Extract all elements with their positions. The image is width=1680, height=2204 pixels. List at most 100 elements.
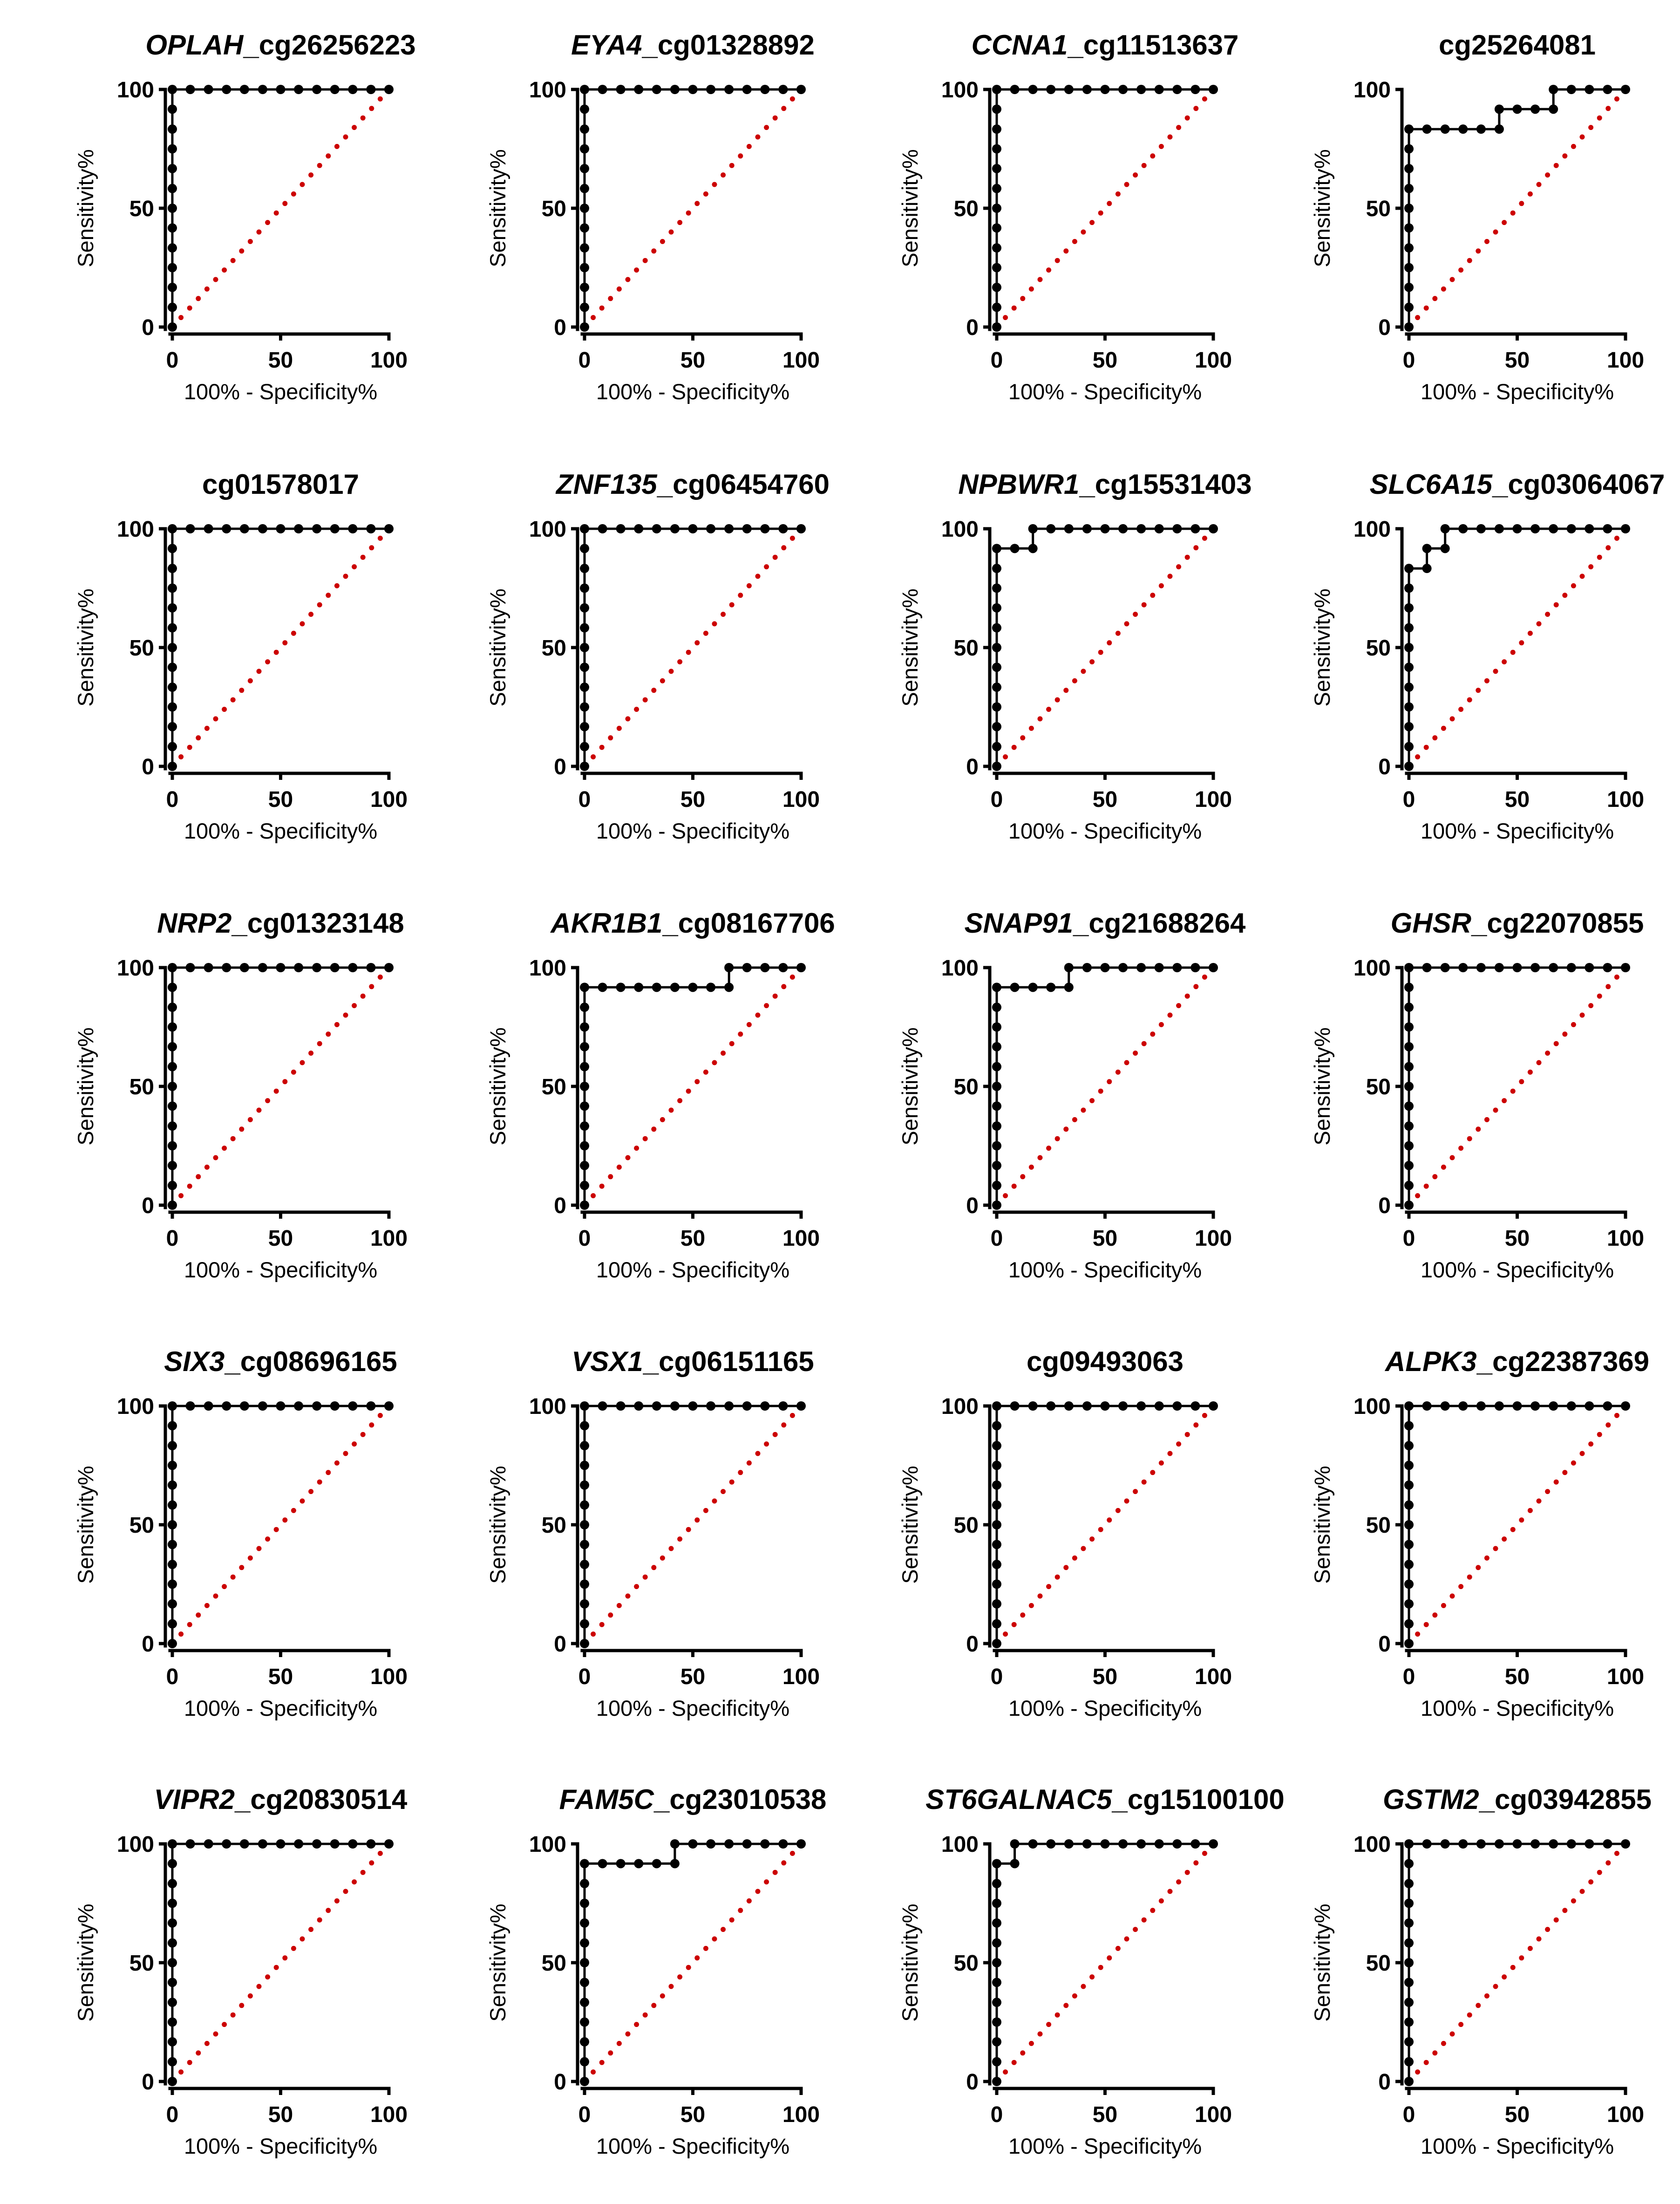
reference-dot	[729, 602, 735, 607]
roc-point	[168, 2037, 177, 2047]
roc-point	[1585, 1401, 1594, 1411]
x-axis-label: 100% - Specificity%	[1421, 819, 1614, 843]
roc-point	[168, 1978, 177, 1987]
roc-point	[168, 983, 177, 992]
roc-point	[992, 1022, 1001, 1032]
reference-dot	[1046, 2022, 1052, 2027]
roc-point	[580, 1918, 589, 1928]
reference-dot	[1141, 1479, 1147, 1485]
y-tick-label: 0	[554, 315, 566, 340]
roc-point	[634, 983, 644, 992]
reference-dot	[1597, 993, 1602, 999]
reference-dot	[1115, 1069, 1121, 1075]
reference-dot	[721, 612, 726, 617]
roc-point	[742, 1401, 752, 1411]
roc-point	[312, 1401, 322, 1411]
chart-title: FAM5C_cg23010538	[559, 1784, 827, 1815]
reference-dot	[1562, 1470, 1568, 1475]
roc-point	[652, 1859, 661, 1869]
chart-title: EYA4_cg01328892	[571, 29, 815, 61]
reference-dot	[642, 2012, 648, 2018]
roc-point	[168, 1180, 177, 1190]
roc-point	[1549, 85, 1558, 94]
reference-dot	[299, 1498, 305, 1504]
roc-point	[384, 524, 394, 533]
reference-dot	[1124, 182, 1129, 187]
reference-dot	[1054, 2012, 1060, 2018]
reference-dot	[1184, 554, 1190, 560]
roc-point	[168, 85, 177, 94]
roc-panel: cg25264081 0 50 100 0 50 100 100% - Specificity…	[1310, 29, 1644, 404]
roc-point	[1404, 722, 1414, 731]
reference-dot	[377, 1412, 383, 1418]
roc-point	[168, 1101, 177, 1111]
roc-point	[168, 1141, 177, 1151]
roc-point	[1404, 1540, 1414, 1549]
y-tick-label: 100	[941, 78, 979, 102]
x-tick-label: 50	[268, 1665, 293, 1689]
y-tick-label: 50	[1366, 1075, 1391, 1099]
roc-point	[204, 85, 213, 94]
roc-point	[992, 204, 1001, 213]
reference-dot	[1150, 1031, 1156, 1037]
reference-dot	[1081, 1107, 1086, 1113]
roc-point	[168, 322, 177, 332]
reference-dot	[1527, 630, 1533, 636]
reference-dot	[1562, 1031, 1568, 1037]
reference-dot	[1441, 1603, 1446, 1608]
x-tick-label: 50	[1505, 1226, 1530, 1251]
reference-dot	[660, 678, 665, 683]
roc-point	[796, 963, 806, 972]
reference-dot	[746, 143, 752, 149]
reference-dot	[291, 630, 296, 636]
roc-point	[580, 603, 589, 613]
roc-point	[706, 85, 716, 94]
roc-point	[168, 623, 177, 633]
reference-dot	[1107, 1517, 1112, 1523]
y-tick-label: 0	[966, 315, 979, 340]
roc-point	[580, 204, 589, 213]
roc-point	[1530, 524, 1540, 533]
reference-dot	[213, 716, 218, 722]
roc-curve-line	[171, 966, 389, 1205]
x-tick-label: 50	[680, 787, 705, 812]
roc-point	[580, 1560, 589, 1569]
roc-point	[168, 742, 177, 751]
roc-point	[992, 322, 1001, 332]
roc-point	[616, 1859, 626, 1869]
roc-point	[724, 983, 734, 992]
y-tick-label: 100	[1354, 517, 1391, 542]
roc-point	[1512, 104, 1522, 114]
roc-point	[1010, 544, 1020, 553]
reference-dot	[746, 583, 752, 588]
y-tick-label: 0	[142, 2070, 154, 2095]
roc-point	[1458, 1401, 1468, 1411]
roc-point	[1064, 963, 1074, 972]
reference-dot	[686, 649, 691, 655]
reference-dot	[1476, 248, 1481, 254]
reference-dot	[634, 1146, 639, 1151]
reference-dot	[1003, 754, 1008, 760]
roc-point	[580, 643, 589, 652]
reference-dot	[1176, 564, 1182, 570]
reference-dot	[1063, 688, 1069, 693]
reference-dot	[660, 239, 665, 244]
roc-point	[312, 963, 322, 972]
reference-dot	[694, 1955, 700, 1961]
roc-point	[168, 1998, 177, 2007]
roc-point	[992, 1579, 1001, 1589]
reference-dot	[1124, 1936, 1129, 1942]
reference-dot	[196, 1174, 201, 1180]
roc-point	[1404, 583, 1414, 593]
reference-dot	[1458, 1584, 1464, 1590]
reference-dot	[377, 96, 383, 102]
roc-point	[276, 1401, 286, 1411]
reference-dot	[1202, 535, 1207, 541]
reference-dot	[1553, 602, 1559, 607]
reference-dot	[1046, 267, 1052, 273]
x-tick-label: 100	[1195, 787, 1232, 812]
reference-dot	[781, 106, 787, 111]
reference-dot	[1072, 1993, 1077, 1999]
reference-dot	[651, 2003, 657, 2008]
roc-point	[992, 1619, 1001, 1629]
